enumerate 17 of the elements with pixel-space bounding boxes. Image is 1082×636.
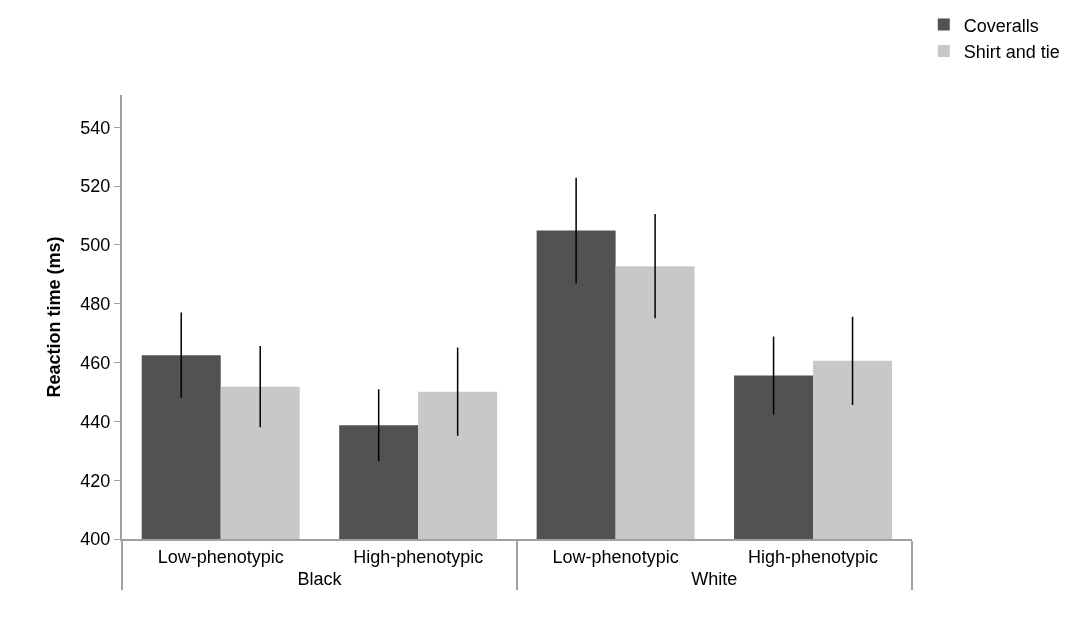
y-tick-label: 400 bbox=[80, 529, 111, 550]
y-tick-label: 500 bbox=[80, 235, 111, 256]
x-tick-label: Low-phenotypic bbox=[552, 546, 679, 567]
y-tick-label: 540 bbox=[80, 117, 111, 138]
x-tick-label: High-phenotypic bbox=[748, 546, 879, 567]
x-tick-label: Low-phenotypic bbox=[157, 546, 284, 567]
y-tick-label: 480 bbox=[80, 294, 111, 315]
y-tick-label: 520 bbox=[80, 176, 111, 197]
text: White bbox=[691, 568, 738, 589]
legend-label: Shirt and tie bbox=[963, 41, 1060, 62]
y-tick-label: 440 bbox=[80, 411, 111, 432]
y-tick-label: 460 bbox=[80, 352, 111, 373]
y-tick-label: 420 bbox=[80, 470, 111, 491]
x-tick-label: High-phenotypic bbox=[353, 546, 484, 567]
y-axis-title: Reaction time (ms) bbox=[44, 236, 65, 398]
legend-label: Coveralls bbox=[963, 15, 1039, 36]
text: Black bbox=[297, 568, 343, 589]
